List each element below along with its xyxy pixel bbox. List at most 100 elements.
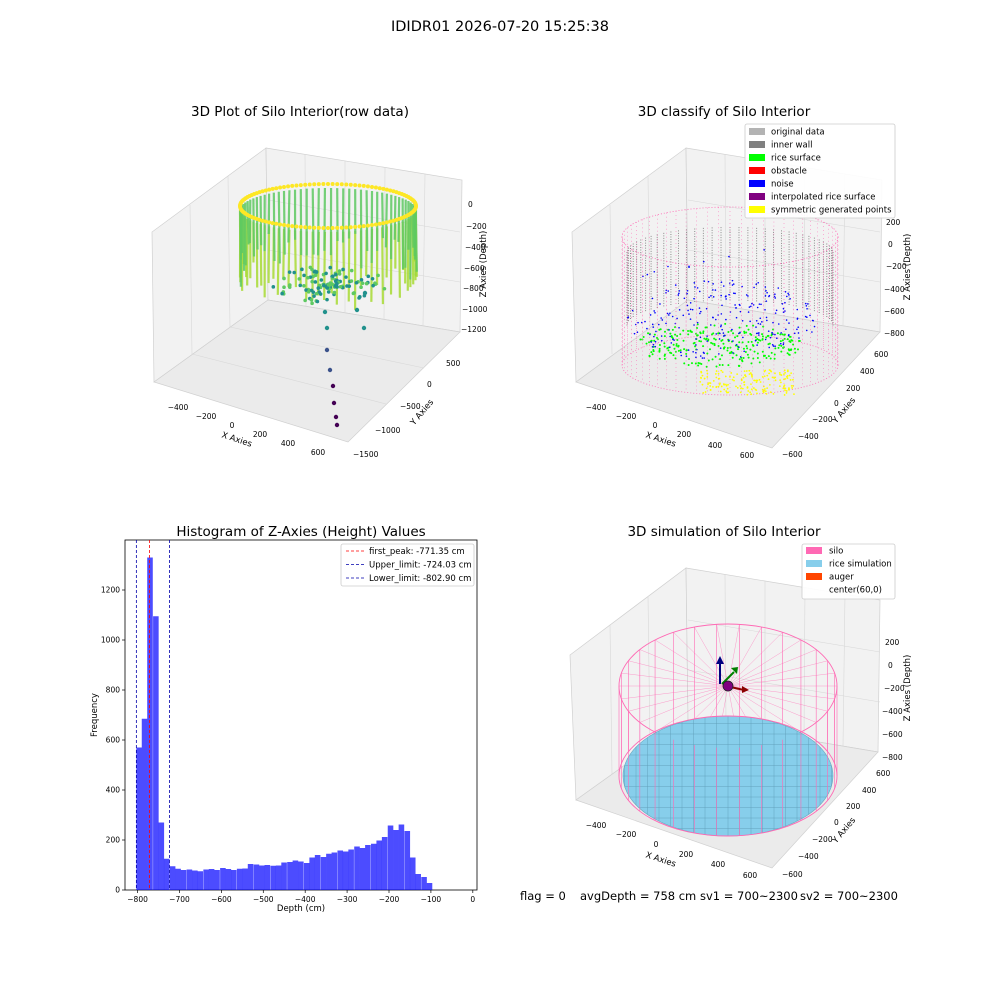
classify-rice-point <box>706 352 709 355</box>
raw-y-ticks: 500 0 −500 −1000 −1500 <box>353 359 461 459</box>
classify-rice-point <box>676 339 679 342</box>
classify-symmetric-point <box>755 381 758 384</box>
classify-noise-point <box>753 286 755 289</box>
raw-ztick: 0 <box>468 200 473 209</box>
classify-rice-point <box>663 342 666 345</box>
hist-bar-16 <box>225 869 232 890</box>
classify-symmetric-point <box>762 391 765 394</box>
sim-ztick: 200 <box>885 638 900 647</box>
classify-rice-point <box>692 342 695 345</box>
raw-rim-point <box>335 225 340 230</box>
raw-zlabel: Z Axies (Depth) <box>479 231 489 298</box>
classify-noise-point <box>757 322 760 325</box>
classify-noise-point <box>691 308 694 311</box>
classify-rice-point <box>722 347 725 350</box>
classify-xtick: 200 <box>677 430 692 439</box>
raw-rim-point <box>413 202 418 207</box>
classify-noise-point <box>757 332 759 334</box>
classify-rice-point <box>746 353 749 356</box>
raw-xtick: −400 <box>168 403 189 412</box>
hist-bar-21 <box>253 864 260 890</box>
hist-bar-50 <box>415 874 421 890</box>
raw-wall-streak <box>311 188 315 255</box>
auger-arrow-x <box>742 686 749 693</box>
sim-silo-spoke <box>639 649 729 687</box>
sim-silo-spoke <box>621 672 729 687</box>
classify-rice-point <box>715 365 718 368</box>
raw-floor-point <box>331 274 335 279</box>
hist-bar-44 <box>381 837 388 890</box>
classify-noise-point <box>734 292 736 295</box>
classify-noise-point <box>785 319 788 321</box>
classify-zlabel: Z Axies (Depth) <box>903 234 913 301</box>
classify-legend-label: inner wall <box>771 141 812 151</box>
classify-noise-point <box>768 346 770 349</box>
classify-noise-point <box>669 346 671 348</box>
raw-floor-point <box>334 272 338 277</box>
sim-legend-swatch <box>806 547 822 554</box>
classify-noise-point <box>706 340 709 342</box>
hist-bar-41 <box>365 845 371 890</box>
classify-noise-point <box>689 302 692 304</box>
classify-noise-point <box>796 317 799 320</box>
classify-rice-point <box>675 344 678 347</box>
classify-noise-point <box>653 335 655 338</box>
classify-symmetric-point <box>766 374 769 377</box>
panel-raw: 3D Plot of Silo Interior(row data) −400 … <box>151 104 489 459</box>
hist-xlabel: Depth (cm) <box>277 904 325 914</box>
raw-rim-point <box>274 186 279 191</box>
classify-noise-point <box>702 260 705 263</box>
raw-rim-point <box>326 182 330 186</box>
footer-sv2: sv2 = 700~2300 <box>800 889 898 903</box>
classify-symmetric-point <box>768 369 771 371</box>
classify-noise-point <box>755 283 758 286</box>
raw-ytick: −1500 <box>353 450 379 459</box>
raw-floor-point <box>310 279 314 284</box>
classify-noise-point <box>784 310 786 312</box>
raw-rim-point <box>270 221 275 226</box>
classify-noise-point <box>786 295 788 298</box>
classify-symmetric-point <box>789 379 792 381</box>
raw-floor-point <box>326 290 331 294</box>
sim-title: 3D simulation of Silo Interior <box>627 524 821 540</box>
classify-symmetric-point <box>767 378 770 381</box>
raw-wall-streak <box>277 191 281 264</box>
classify-rice-point <box>720 354 723 357</box>
classify-rice-point <box>683 348 686 351</box>
classify-noise-point <box>759 323 762 325</box>
classify-symmetric-point <box>743 381 745 384</box>
classify-ztick: −400 <box>884 285 905 294</box>
classify-rice-point <box>787 348 790 351</box>
raw-floor-point <box>298 283 303 288</box>
hist-bar-39 <box>354 846 360 890</box>
classify-symmetric-point <box>763 375 766 378</box>
classify-rice-point <box>707 338 710 341</box>
classify-noise-point <box>696 287 699 289</box>
classify-symmetric-point <box>744 374 746 376</box>
classify-rice-point <box>730 351 733 354</box>
raw-ztick: −400 <box>465 243 486 252</box>
classify-rice-point <box>719 358 722 361</box>
classify-noise-point <box>777 287 780 289</box>
classify-noise-point <box>761 321 763 323</box>
classify-symmetric-point <box>751 375 753 378</box>
classify-noise-point <box>757 281 760 284</box>
classify-noise-point <box>735 316 738 319</box>
raw-rim-point <box>321 182 326 187</box>
classify-rice-point <box>729 346 732 349</box>
classify-noise-point <box>788 294 790 296</box>
classify-noise-point <box>771 331 773 334</box>
hist-ylabel: Frequency <box>90 693 100 737</box>
raw-wall-streak <box>246 201 250 245</box>
sim-silo-spoke <box>639 685 729 723</box>
classify-rice-point <box>645 342 648 345</box>
raw-ztick: −1000 <box>462 305 488 314</box>
hist-title: Histogram of Z-Axies (Height) Values <box>176 524 425 540</box>
classify-noise-point <box>811 319 814 322</box>
classify-noise-point <box>661 319 664 321</box>
raw-floor-point <box>359 285 363 290</box>
classify-noise-point <box>660 339 663 342</box>
classify-rice-point <box>761 333 764 336</box>
classify-symmetric-point <box>786 377 789 380</box>
raw-rim-point <box>260 189 265 194</box>
